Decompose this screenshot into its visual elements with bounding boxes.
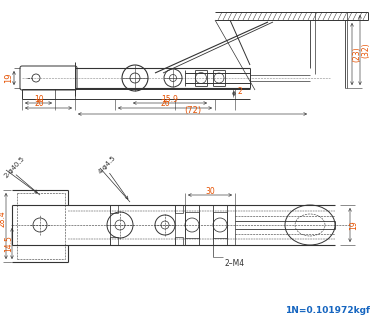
Text: 19: 19	[4, 73, 13, 83]
Text: 10: 10	[34, 94, 44, 103]
Text: (72): (72)	[184, 106, 202, 115]
Text: 30: 30	[205, 187, 215, 196]
Text: 15.9: 15.9	[162, 94, 178, 103]
Text: 2: 2	[238, 87, 243, 97]
Text: 28.4: 28.4	[0, 211, 6, 228]
Text: 1N=0.101972kgf: 1N=0.101972kgf	[285, 306, 370, 315]
Text: (32): (32)	[362, 42, 371, 58]
Text: 19: 19	[349, 220, 359, 230]
Text: 2–M4: 2–M4	[225, 259, 245, 268]
Text: 20: 20	[34, 100, 44, 108]
Text: 2-φ40.5: 2-φ40.5	[3, 155, 26, 179]
Text: 4-φ4.5: 4-φ4.5	[97, 155, 117, 175]
Text: 26: 26	[160, 100, 170, 108]
Text: (23): (23)	[353, 46, 362, 62]
Text: 14.5: 14.5	[4, 236, 13, 252]
